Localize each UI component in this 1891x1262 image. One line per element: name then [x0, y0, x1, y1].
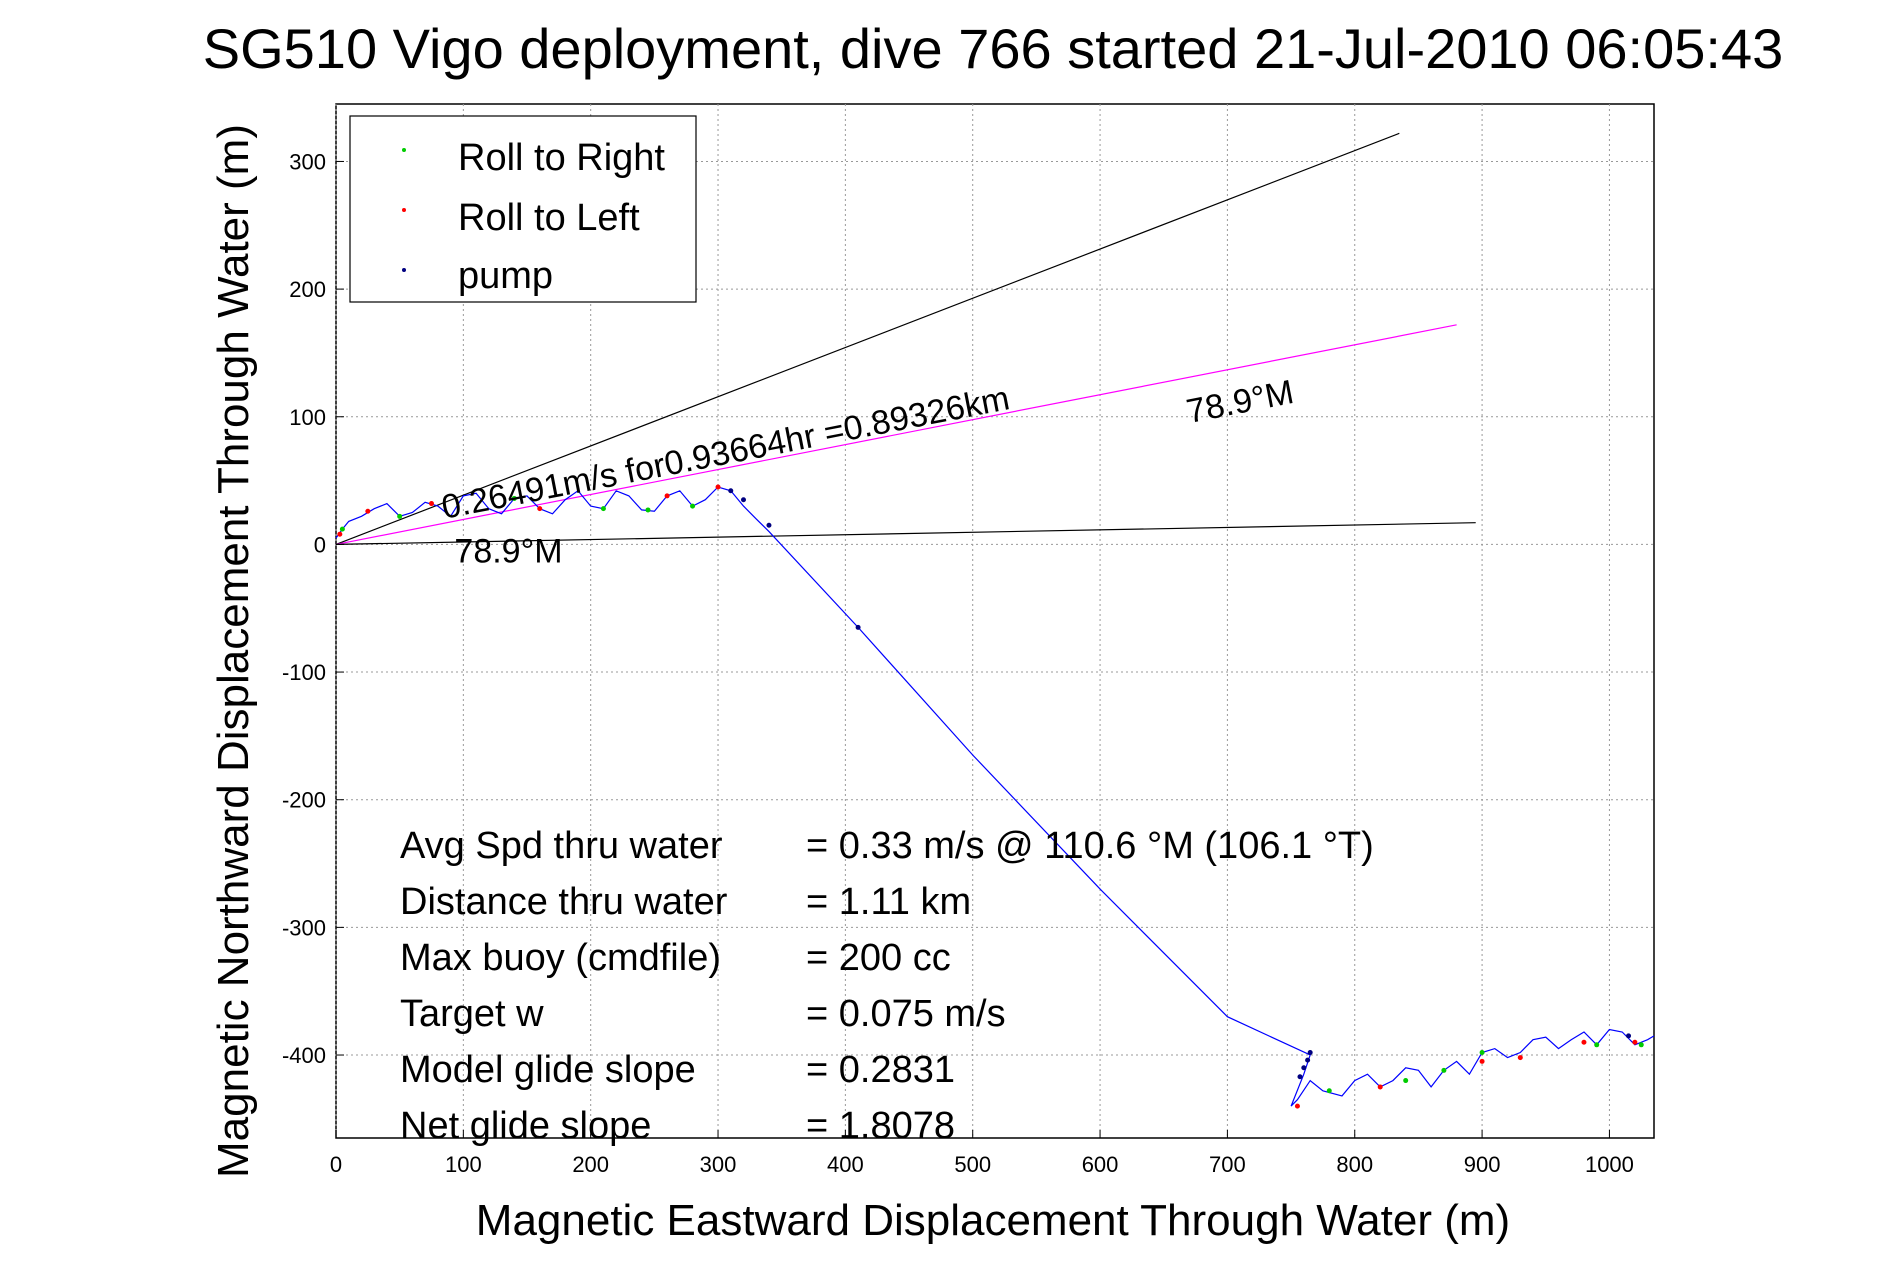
pump-point	[1301, 1065, 1307, 1071]
legend-marker-pump	[402, 268, 406, 272]
y-tick-label: 100	[289, 405, 326, 430]
pump-point	[728, 488, 734, 494]
roll-left-point	[715, 484, 721, 490]
y-tick-label: 0	[314, 532, 326, 557]
stat-label: Distance thru water	[400, 881, 728, 923]
stat-value: = 1.11 km	[806, 881, 971, 923]
pump-point	[1626, 1033, 1632, 1039]
pump-point	[1307, 1049, 1313, 1055]
roll-right-point	[1638, 1042, 1644, 1048]
legend-label-roll-right: Roll to Right	[458, 137, 665, 179]
roll-left-point	[1377, 1084, 1383, 1090]
roll-right-point	[511, 495, 517, 501]
pump-point	[766, 522, 772, 528]
x-tick-label: 800	[1336, 1152, 1373, 1177]
roll-left-point	[1294, 1103, 1300, 1109]
x-axis-ticks: 0 100 200 300 400 500 600 700 800 900 1000	[330, 1130, 1634, 1177]
roll-right-point	[1594, 1042, 1600, 1048]
x-tick-label: 900	[1464, 1152, 1501, 1177]
roll-right-point	[397, 513, 403, 519]
roll-left-point	[1479, 1058, 1485, 1064]
dive-track	[335, 486, 1655, 1107]
pump-point	[1297, 1074, 1303, 1080]
stat-value: = 0.075 m/s	[806, 993, 1006, 1035]
y-tick-label: 200	[289, 277, 326, 302]
roll-right-point	[645, 507, 651, 513]
roll-left-point	[537, 506, 543, 512]
stat-label: Model glide slope	[400, 1049, 696, 1091]
x-axis-label: Magnetic Eastward Displacement Through W…	[476, 1196, 1510, 1245]
roll-right-point	[1441, 1067, 1447, 1073]
reference-line	[335, 132, 1400, 545]
legend-label-pump: pump	[458, 255, 553, 297]
pump-point	[855, 624, 861, 630]
x-tick-label: 400	[827, 1152, 864, 1177]
y-tick-label: -200	[282, 788, 326, 813]
x-tick-label: 300	[700, 1152, 737, 1177]
stat-value: = 0.2831	[806, 1049, 955, 1091]
chart-title: SG510 Vigo deployment, dive 766 started …	[203, 17, 1784, 80]
roll-left-point	[429, 501, 435, 507]
y-tick-label: -100	[282, 660, 326, 685]
roll-left-point	[1632, 1039, 1638, 1045]
dive-statistics: Avg Spd thru water = 0.33 m/s @ 110.6 °M …	[400, 825, 1374, 1147]
roll-left-point	[664, 493, 670, 499]
stat-value: = 0.33 m/s @ 110.6 °M (106.1 °T)	[806, 825, 1374, 867]
stat-label: Target w	[400, 993, 544, 1035]
roll-left-point	[1517, 1055, 1523, 1061]
roll-points	[337, 484, 1644, 1109]
roll-right-point	[1403, 1078, 1409, 1084]
pump-point	[1305, 1057, 1311, 1063]
roll-right-point	[339, 526, 345, 532]
x-tick-label: 600	[1082, 1152, 1119, 1177]
stat-label: Net glide slope	[400, 1105, 651, 1147]
stat-value: = 1.8078	[806, 1105, 955, 1147]
legend-marker-roll-left	[402, 208, 406, 212]
legend-box	[349, 115, 697, 303]
y-tick-label: -400	[282, 1043, 326, 1068]
stat-value: = 200 cc	[806, 937, 951, 979]
stat-label: Avg Spd thru water	[400, 825, 723, 867]
roll-right-point	[1326, 1088, 1332, 1094]
reference-line	[335, 522, 1476, 546]
dive-track-line	[335, 486, 1655, 1107]
y-tick-label: -300	[282, 915, 326, 940]
x-tick-label: 200	[572, 1152, 609, 1177]
legend: Roll to Right Roll to Left pump	[349, 115, 697, 303]
roll-right-point	[600, 506, 606, 512]
x-tick-label: 1000	[1585, 1152, 1634, 1177]
pump-point	[740, 497, 746, 503]
legend-marker-roll-right	[402, 148, 406, 152]
roll-left-point	[337, 531, 343, 537]
stat-label: Max buoy (cmdfile)	[400, 937, 721, 979]
x-tick-label: 700	[1209, 1152, 1246, 1177]
x-tick-label: 0	[330, 1152, 342, 1177]
reference-lines	[335, 132, 1476, 546]
y-axis-label: Magnetic Northward Displacement Through …	[209, 124, 258, 1178]
reference-line	[335, 324, 1457, 545]
roll-right-point	[1479, 1049, 1485, 1055]
x-tick-label: 100	[445, 1152, 482, 1177]
y-axis-ticks: -400 -300 -200 -100 0 100 200 300	[282, 149, 344, 1068]
legend-label-roll-left: Roll to Left	[458, 197, 640, 239]
annotation: 78.9°M	[454, 532, 562, 570]
grid	[335, 104, 1654, 1138]
roll-left-point	[365, 508, 371, 514]
roll-left-point	[1581, 1039, 1587, 1045]
roll-right-point	[690, 503, 696, 509]
x-tick-label: 500	[954, 1152, 991, 1177]
y-tick-label: 300	[289, 149, 326, 174]
